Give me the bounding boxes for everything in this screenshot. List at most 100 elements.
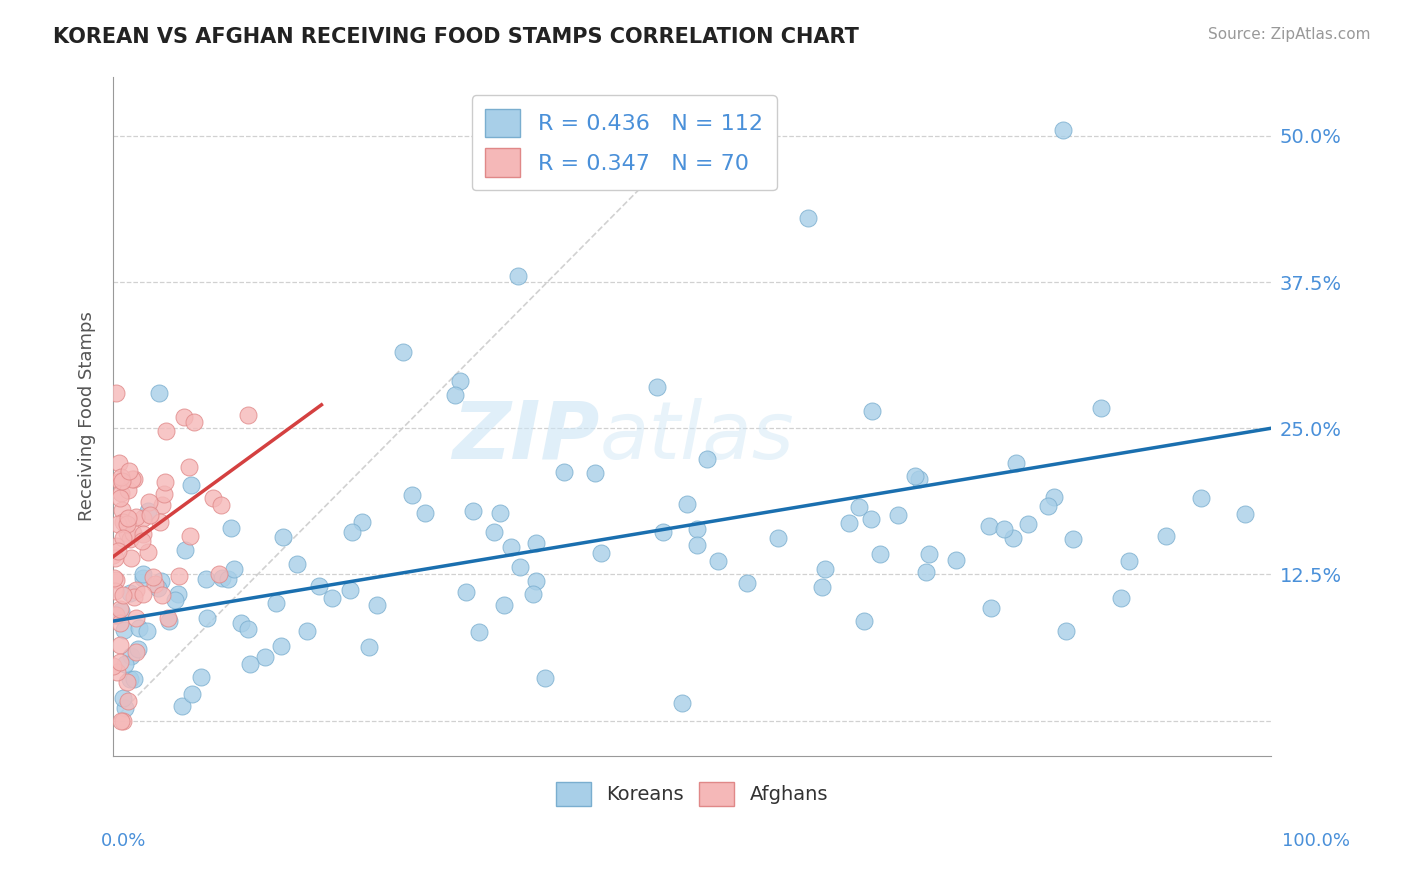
- Point: [253, 649, 276, 664]
- Point: [115, 526, 138, 541]
- Point: [591, 546, 613, 560]
- Point: [887, 508, 910, 522]
- Point: [138, 504, 160, 518]
- Point: [908, 472, 931, 486]
- Point: [114, 701, 136, 715]
- Point: [869, 547, 891, 561]
- Legend: Koreans, Afghans: Koreans, Afghans: [548, 774, 837, 814]
- Point: [1017, 517, 1039, 532]
- Point: [915, 565, 938, 579]
- Point: [1062, 532, 1084, 546]
- Point: [103, 571, 125, 585]
- Point: [1001, 531, 1024, 545]
- Point: [112, 515, 135, 529]
- Point: [101, 659, 124, 673]
- Point: [707, 554, 730, 568]
- Point: [231, 615, 253, 630]
- Point: [583, 466, 606, 480]
- Point: [157, 614, 180, 628]
- Point: [138, 495, 160, 509]
- Point: [174, 543, 197, 558]
- Point: [112, 588, 135, 602]
- Point: [494, 599, 516, 613]
- Point: [651, 525, 673, 540]
- Point: [980, 600, 1002, 615]
- Point: [1189, 491, 1212, 506]
- Point: [122, 673, 145, 687]
- Point: [179, 459, 201, 474]
- Point: [443, 388, 465, 402]
- Point: [104, 550, 127, 565]
- Point: [107, 665, 129, 679]
- Point: [108, 474, 131, 488]
- Point: [125, 610, 148, 624]
- Text: 100.0%: 100.0%: [1282, 831, 1350, 849]
- Point: [413, 506, 436, 520]
- Point: [131, 527, 153, 541]
- Point: [150, 574, 173, 588]
- Point: [524, 535, 547, 549]
- Point: [696, 451, 718, 466]
- Point: [339, 582, 361, 597]
- Point: [107, 544, 129, 558]
- Point: [111, 531, 134, 545]
- Point: [977, 518, 1000, 533]
- Point: [117, 694, 139, 708]
- Point: [138, 508, 160, 522]
- Point: [295, 624, 318, 639]
- Point: [359, 640, 381, 654]
- Point: [838, 516, 860, 530]
- Point: [224, 562, 246, 576]
- Point: [522, 587, 544, 601]
- Point: [108, 602, 131, 616]
- Point: [264, 596, 287, 610]
- Point: [111, 714, 134, 728]
- Point: [366, 598, 388, 612]
- Point: [153, 475, 176, 489]
- Point: [110, 470, 132, 484]
- Point: [686, 522, 709, 536]
- Point: [236, 622, 259, 636]
- Point: [553, 465, 575, 479]
- Point: [120, 648, 142, 663]
- Text: ZIP: ZIP: [453, 398, 599, 475]
- Point: [391, 345, 413, 359]
- Point: [105, 386, 128, 401]
- Point: [149, 516, 172, 530]
- Point: [124, 472, 146, 486]
- Point: [107, 516, 129, 531]
- Point: [211, 499, 233, 513]
- Point: [735, 576, 758, 591]
- Point: [104, 583, 127, 598]
- Point: [860, 512, 883, 526]
- Point: [180, 478, 202, 492]
- Point: [482, 524, 505, 539]
- Point: [1043, 491, 1066, 505]
- Point: [676, 496, 699, 510]
- Point: [671, 696, 693, 710]
- Point: [108, 656, 131, 670]
- Point: [1154, 529, 1177, 543]
- Point: [1090, 401, 1112, 415]
- Point: [179, 529, 201, 543]
- Point: [120, 550, 142, 565]
- Point: [508, 269, 530, 284]
- Point: [132, 567, 155, 582]
- Point: [797, 211, 820, 225]
- Point: [110, 485, 132, 500]
- Point: [136, 624, 159, 638]
- Point: [814, 562, 837, 576]
- Point: [1233, 508, 1256, 522]
- Text: KOREAN VS AFGHAN RECEIVING FOOD STAMPS CORRELATION CHART: KOREAN VS AFGHAN RECEIVING FOOD STAMPS C…: [53, 27, 859, 46]
- Point: [128, 621, 150, 635]
- Point: [945, 552, 967, 566]
- Point: [148, 386, 170, 401]
- Point: [150, 588, 173, 602]
- Point: [217, 572, 239, 586]
- Point: [1036, 500, 1059, 514]
- Point: [108, 639, 131, 653]
- Point: [181, 687, 204, 701]
- Point: [124, 510, 146, 524]
- Point: [172, 699, 194, 714]
- Point: [115, 517, 138, 532]
